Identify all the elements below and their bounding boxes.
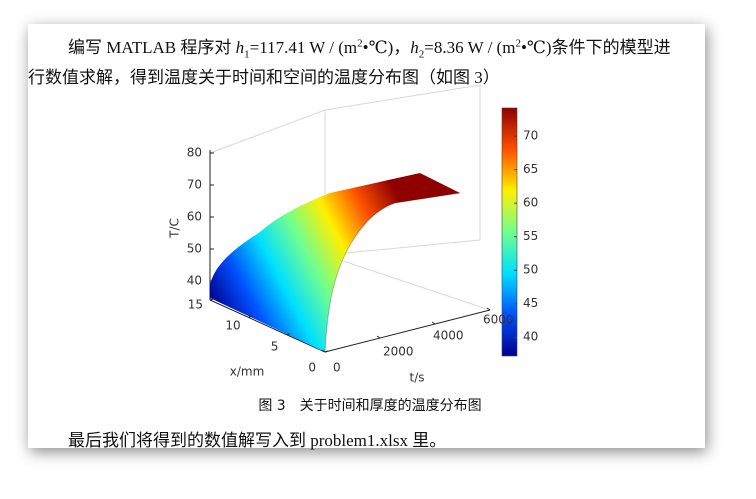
colorbar-tick-label: 50 (523, 263, 538, 277)
z-tick-label: 40 (187, 274, 202, 288)
colorbar-tick-label: 45 (523, 296, 538, 310)
x-tick-label: 15 (188, 298, 203, 312)
y-axis-label: t/s (410, 371, 425, 385)
paragraph: 编写 MATLAB 程序对 h1=117.41 W / (m2•℃)，h2=8.… (68, 33, 671, 60)
text: 编写 MATLAB 程序对 (68, 38, 236, 57)
tick-mark (248, 315, 252, 318)
tick-mark (324, 350, 329, 353)
colorbar-tick-label: 70 (523, 129, 538, 143)
text: 2 (357, 37, 363, 50)
paragraph: 最后我们将得到的数值解写入到 problem1.xlsx 里。 (68, 426, 446, 451)
text: •℃)， (362, 38, 411, 57)
axis-lines (209, 150, 491, 353)
z-tick-label: 60 (187, 210, 202, 224)
colorbar-tick-label: 60 (523, 196, 538, 210)
x-tick-label: 5 (271, 340, 279, 354)
colorbar-tick-label: 40 (523, 330, 538, 344)
text: •℃)条件下的模型进 (520, 38, 671, 57)
tick-mark (376, 335, 381, 339)
tick-mark (431, 321, 436, 325)
colorbar-tick-label: 65 (523, 162, 538, 176)
text: 1 (244, 48, 250, 61)
paragraph: 行数值求解，得到温度关于时间和空间的温度分布图（如图 3） (28, 63, 500, 88)
text: =117.41 W / (m (249, 38, 358, 57)
figure-caption: 图 3 关于时间和厚度的温度分布图 (258, 398, 481, 414)
text: 行数值求解，得到温度关于时间和空间的温度分布图（如图 3） (28, 68, 500, 87)
text: 2 (515, 37, 521, 50)
x-tick-label: 10 (225, 319, 240, 333)
y-tick-label: 2000 (383, 345, 414, 359)
z-tick-label: 80 (187, 146, 202, 160)
text: 最后我们将得到的数值解写入到 problem1.xlsx 里。 (68, 431, 447, 450)
z-tick-label: 70 (187, 178, 202, 192)
x-axis-label: x/mm (230, 365, 265, 379)
y-tick-label: 6000 (483, 313, 514, 327)
text: 2 (418, 48, 425, 61)
tick-mark (486, 307, 491, 311)
document-sheet: 编写 MATLAB 程序对 h1=117.41 W / (m2•℃)，h2=8.… (28, 24, 705, 451)
colorbar (501, 107, 518, 357)
y-tick-label: 0 (333, 361, 341, 375)
text: =8.36 W / (m (424, 38, 516, 57)
tick-mark (321, 349, 326, 353)
tick-mark (209, 298, 214, 301)
text: h (235, 38, 245, 57)
x-tick-label: 0 (308, 361, 316, 375)
z-tick-label: 50 (187, 242, 202, 256)
tick-mark (286, 333, 290, 336)
surface (210, 173, 460, 352)
text: h (410, 38, 419, 57)
y-tick-label: 4000 (433, 329, 464, 343)
colorbar-tick-label: 55 (523, 229, 538, 243)
surface-edge (324, 192, 461, 353)
z-axis-label: T/C (168, 218, 182, 239)
